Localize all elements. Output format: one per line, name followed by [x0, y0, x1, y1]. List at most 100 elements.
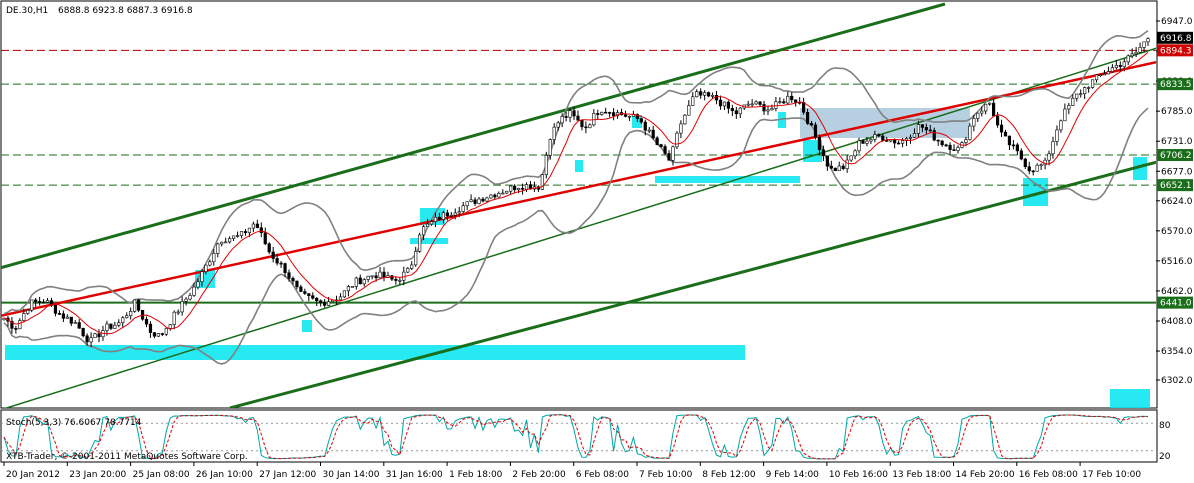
- y-tick-label: 6408.0: [1161, 317, 1193, 327]
- candle-body: [319, 300, 323, 303]
- x-tick-label: 27 Jan 12:00: [259, 470, 316, 480]
- candle-body: [469, 199, 473, 203]
- candle-body: [1039, 164, 1043, 167]
- candle-body: [600, 111, 604, 115]
- price-label-box: [1157, 31, 1193, 44]
- candle-body: [612, 112, 616, 117]
- moving-average: [3, 51, 1149, 335]
- candle-body: [900, 140, 905, 144]
- candle-body: [1098, 74, 1103, 76]
- x-tick-label: 2 Feb 20:00: [512, 470, 566, 480]
- candle-body: [580, 119, 584, 128]
- price-label-box: [1157, 44, 1193, 57]
- candle-body: [105, 323, 109, 331]
- price-label-text: 6894.3: [1160, 46, 1192, 56]
- price-label-text: 6916.8: [1160, 34, 1192, 44]
- candle-body: [168, 324, 172, 329]
- candle-body: [647, 129, 651, 132]
- zone-box: [302, 320, 312, 332]
- candle-body: [928, 129, 932, 132]
- candle-body: [509, 185, 513, 192]
- zone-box: [1110, 389, 1150, 408]
- x-tick-label: 30 Jan 14:00: [323, 470, 380, 480]
- candle-body: [857, 140, 861, 152]
- candle-body: [730, 108, 734, 112]
- candle-body: [338, 296, 343, 301]
- candle-body: [243, 231, 248, 233]
- candle-body: [738, 107, 742, 115]
- candle-body: [825, 155, 829, 167]
- candle-body: [984, 103, 988, 112]
- price-labels: 6916.8 6894.3 6833.5 6706.2 6652.1 6441.0: [1157, 31, 1193, 309]
- candle-body: [271, 251, 275, 259]
- candle-body: [34, 299, 38, 302]
- candle-body: [663, 146, 667, 154]
- candle-body: [924, 127, 928, 131]
- candle-body: [1110, 67, 1114, 72]
- candle-body: [865, 140, 869, 144]
- candle-body: [608, 112, 612, 114]
- candle-body: [604, 111, 608, 114]
- candle-body: [746, 103, 750, 106]
- candle-body: [556, 122, 560, 128]
- candle-body: [584, 126, 588, 129]
- candle-body: [774, 101, 778, 109]
- candle-body: [235, 235, 240, 237]
- candle-body: [287, 272, 291, 279]
- candle-body: [220, 241, 224, 245]
- candle-body: [1071, 97, 1075, 106]
- candle-body: [267, 243, 271, 253]
- candle-body: [936, 139, 940, 142]
- candle-body: [136, 299, 141, 311]
- candle-body: [188, 295, 192, 300]
- candle-body: [1102, 73, 1107, 76]
- candle-body: [73, 322, 77, 324]
- channel-line: [229, 160, 1156, 408]
- candle-body: [627, 115, 632, 118]
- candle-body: [1126, 55, 1130, 63]
- candle-body: [1114, 65, 1118, 68]
- candle-body: [41, 301, 46, 304]
- bollinger-bands-layer: [3, 29, 1149, 365]
- candle-body: [505, 190, 509, 194]
- candle-body: [707, 92, 711, 97]
- candle-body: [980, 110, 984, 114]
- candle-body: [362, 279, 366, 285]
- candle-body: [406, 268, 410, 273]
- candle-body: [956, 147, 960, 151]
- candle-body: [172, 311, 176, 325]
- candle-body: [65, 316, 69, 319]
- candle-body: [437, 216, 442, 220]
- y-tick-label: 6570.0: [1161, 227, 1193, 237]
- candle-body: [144, 318, 149, 325]
- candle-body: [30, 299, 34, 311]
- candle-body: [754, 101, 758, 105]
- candle-body: [45, 300, 50, 303]
- candle-body: [734, 110, 738, 115]
- candle-body: [53, 304, 58, 314]
- candle-body: [303, 291, 307, 294]
- candle-body: [326, 301, 331, 306]
- candle-body: [1011, 144, 1016, 147]
- candle-body: [1059, 120, 1063, 131]
- candle-body: [1134, 51, 1138, 55]
- candle-body: [263, 232, 267, 245]
- candle-body: [49, 300, 54, 306]
- candle-body: [513, 185, 517, 191]
- candle-body: [354, 277, 358, 287]
- candle-body: [485, 197, 489, 202]
- candle-body: [382, 271, 386, 278]
- channel-line: [1, 60, 1156, 318]
- candle-body: [410, 264, 414, 269]
- candle-body: [501, 192, 505, 195]
- candle-body: [916, 124, 921, 134]
- candle-body: [564, 116, 568, 118]
- candle-body: [560, 116, 564, 124]
- candle-body: [489, 194, 493, 199]
- candle-body: [481, 198, 485, 202]
- candle-body: [350, 286, 354, 288]
- candle-body: [473, 199, 477, 204]
- candle-body: [465, 201, 469, 207]
- y-tick-label: 6302.0: [1161, 376, 1193, 386]
